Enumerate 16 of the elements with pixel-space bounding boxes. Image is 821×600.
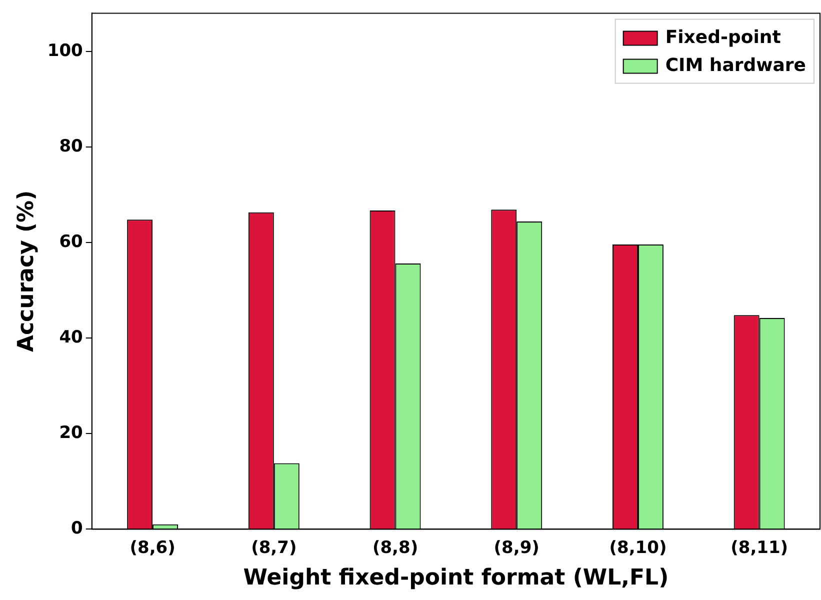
y-tick-label: 40 <box>59 328 84 348</box>
y-tick-label: 80 <box>59 136 84 156</box>
x-tick-label: (8,6) <box>130 538 176 558</box>
x-axis-title: Weight fixed-point format (WL,FL) <box>243 566 669 591</box>
y-tick-label: 20 <box>59 423 84 444</box>
y-tick-label: 0 <box>71 518 84 539</box>
legend-label: Fixed-point <box>665 26 782 48</box>
x-tick-label: (8,9) <box>494 538 540 558</box>
x-tick-label: (8,8) <box>372 538 418 558</box>
x-tick-label: (8,10) <box>609 538 667 558</box>
y-axis-title: Accuracy (%) <box>14 190 39 352</box>
x-tick-label: (8,11) <box>730 538 788 558</box>
y-tick-label: 100 <box>47 40 84 61</box>
legend-label: CIM hardware <box>665 54 806 76</box>
x-tick-label: (8,7) <box>251 538 297 558</box>
y-tick-label: 60 <box>59 232 84 252</box>
